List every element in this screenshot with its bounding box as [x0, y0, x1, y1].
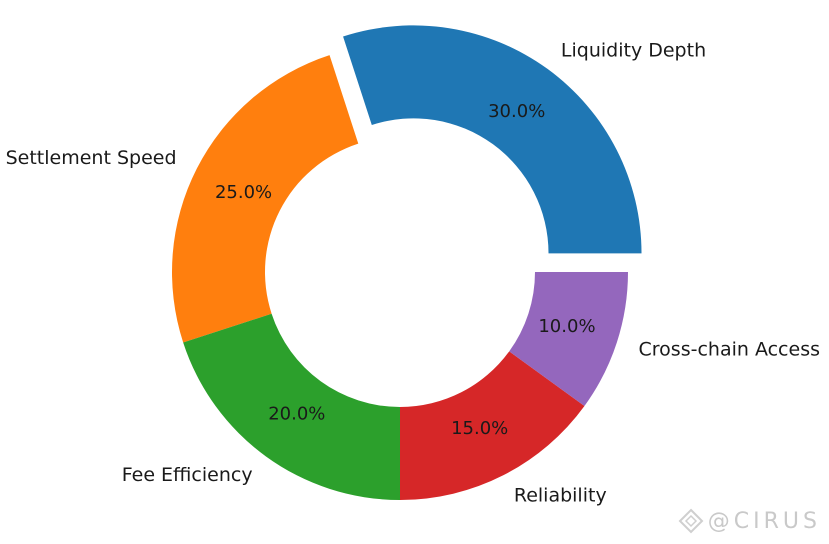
- category-label-cross-chain-access: Cross-chain Access: [639, 339, 820, 361]
- percent-label-fee-efficiency: 20.0%: [268, 404, 325, 425]
- slice-fee-efficiency: [183, 313, 400, 500]
- percent-label-liquidity-depth: 30.0%: [488, 101, 545, 122]
- slice-reliability: [400, 351, 585, 500]
- slice-cross-chain-access: [509, 272, 628, 407]
- percent-label-cross-chain-access: 10.0%: [538, 316, 595, 337]
- percent-label-reliability: 15.0%: [451, 418, 508, 439]
- slices-group: [172, 25, 642, 500]
- diamond-logo-icon: [678, 508, 704, 534]
- category-label-reliability: Reliability: [514, 484, 607, 506]
- slice-liquidity-depth: [343, 25, 642, 254]
- slice-settlement-speed: [172, 55, 359, 343]
- category-label-fee-efficiency: Fee Efficiency: [122, 464, 253, 486]
- watermark-text: @CIRUS: [707, 508, 821, 534]
- category-label-settlement-speed: Settlement Speed: [6, 147, 177, 169]
- percent-label-settlement-speed: 25.0%: [215, 182, 272, 203]
- labels-group: 30.0% Liquidity Depth 25.0% Settlement Spee…: [6, 39, 820, 506]
- watermark: @CIRUS: [678, 508, 821, 534]
- category-label-liquidity-depth: Liquidity Depth: [561, 39, 706, 61]
